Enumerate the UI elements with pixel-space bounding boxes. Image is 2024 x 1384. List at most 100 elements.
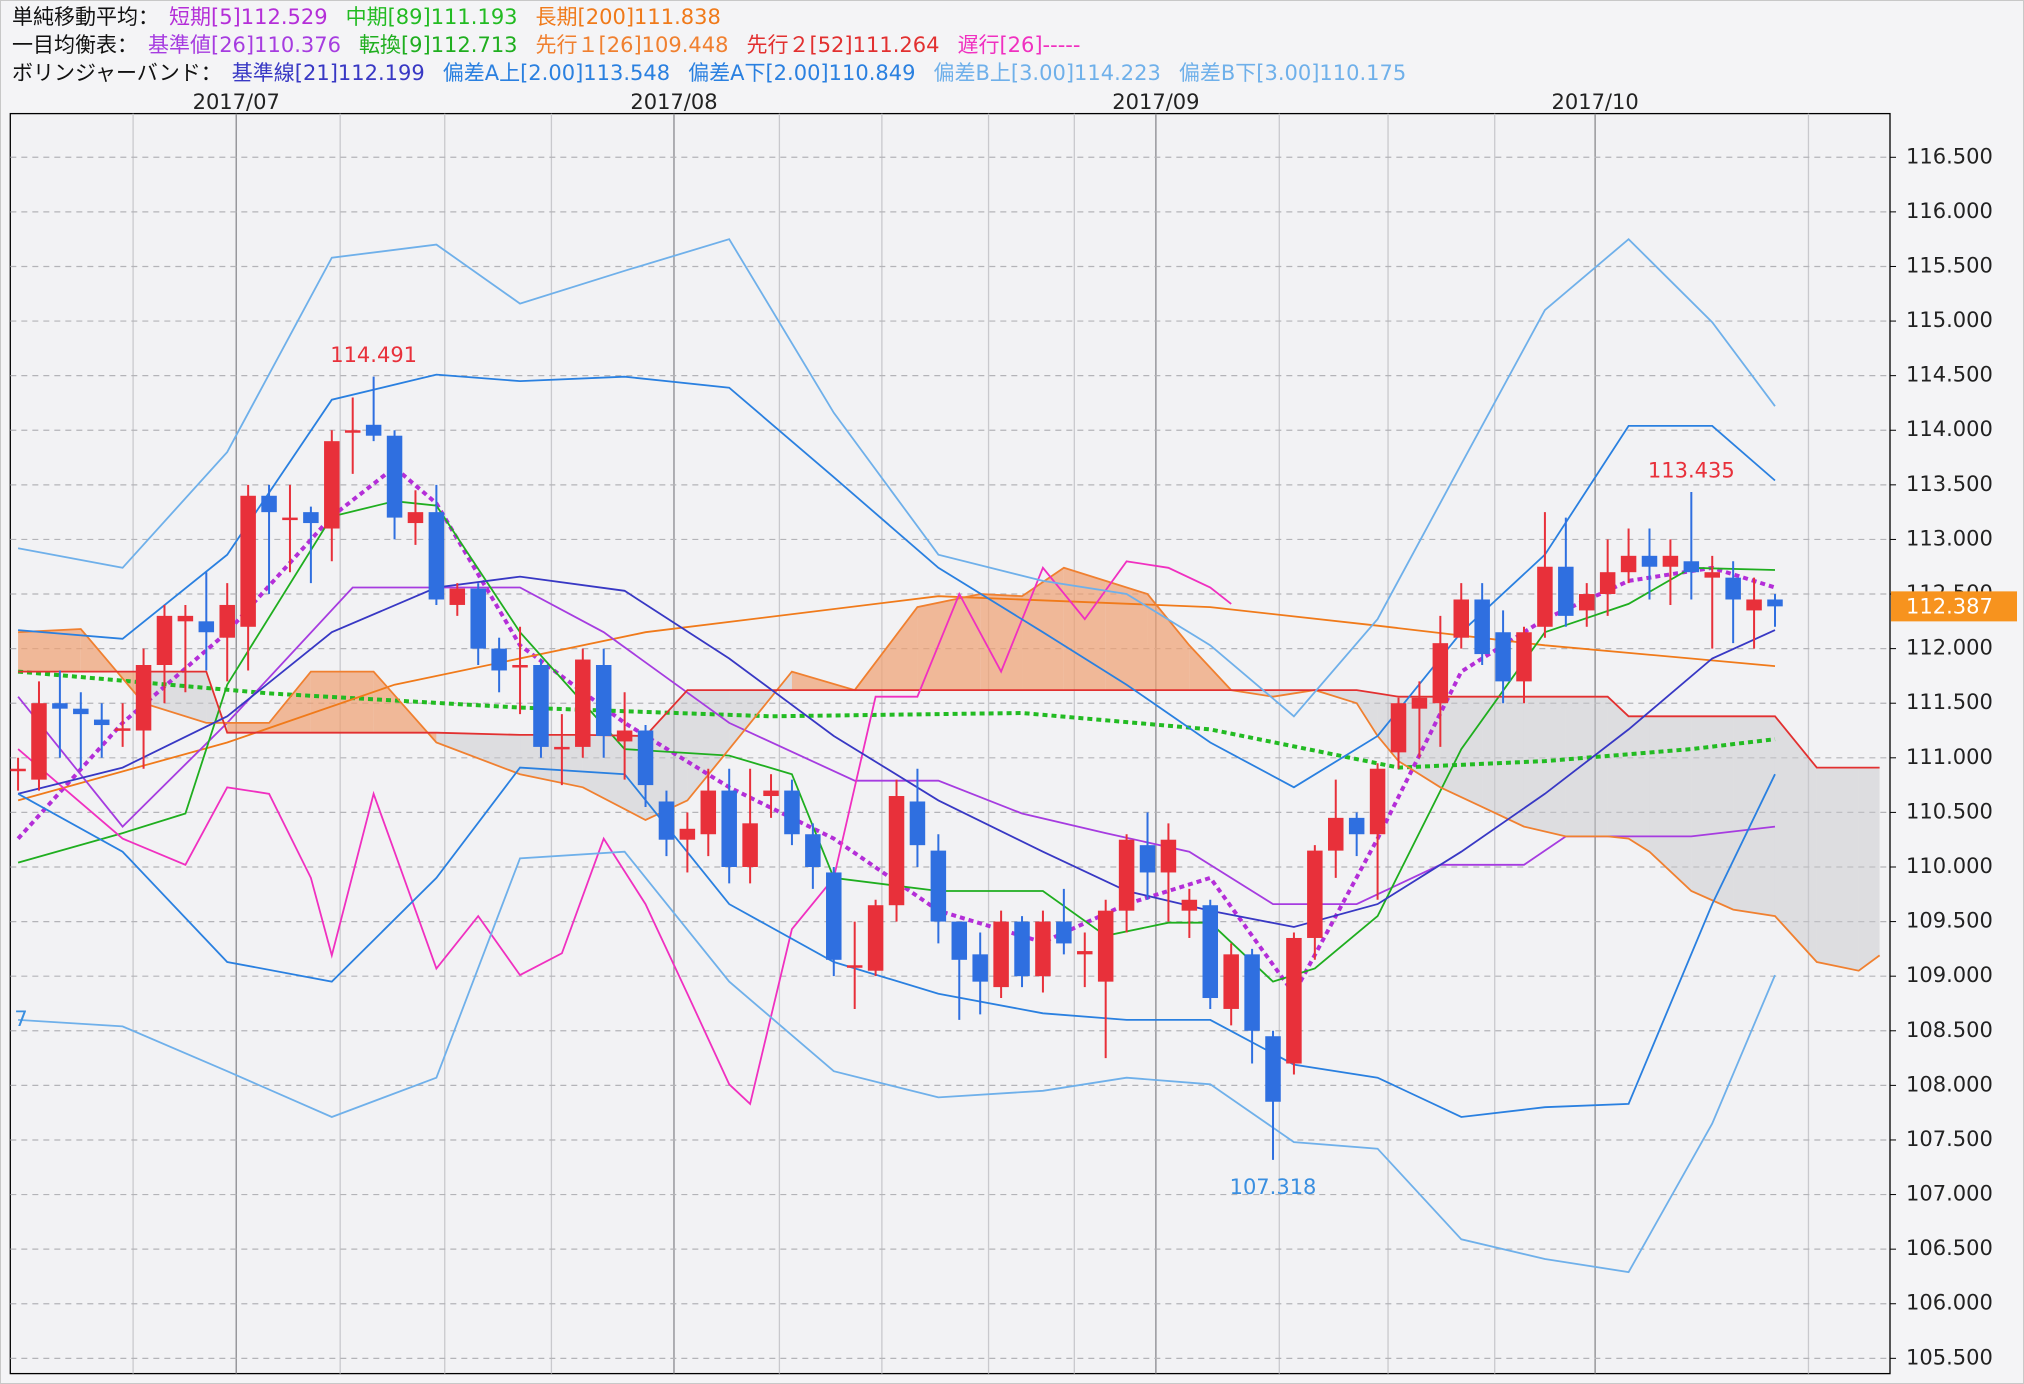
- candle-body: [135, 665, 152, 731]
- y-tick-label: 116.500: [1906, 144, 1993, 168]
- y-tick-label: 114.500: [1906, 363, 1993, 387]
- candle-body: [324, 441, 340, 529]
- cloud-segment: [1628, 716, 1650, 852]
- candle-body: [826, 872, 842, 960]
- legend-title: 単純移動平均：: [12, 5, 159, 29]
- candle-body: [1307, 850, 1323, 938]
- candle-body: [700, 790, 717, 835]
- candle-body: [31, 703, 47, 780]
- price-annotation: 114.491: [330, 343, 417, 367]
- plot-layer: [10, 113, 1890, 1374]
- cloud-segment: [645, 690, 688, 821]
- y-tick-label: 112.000: [1906, 636, 1993, 660]
- legend-entry: 長期[200]111.838: [536, 5, 721, 29]
- y-tick-label: 108.000: [1906, 1072, 1993, 1096]
- candle-body: [512, 665, 528, 668]
- candle-body: [114, 728, 131, 731]
- indicator-line: [17, 237, 1776, 718]
- legend-entry: 偏差A上[2.00]113.548: [443, 61, 670, 85]
- candle-body: [1558, 566, 1574, 616]
- candle-body: [1411, 697, 1428, 709]
- candle-body: [1160, 839, 1177, 873]
- candle-body: [10, 768, 26, 772]
- candle-body: [1537, 566, 1553, 627]
- y-tick-label: 113.000: [1906, 526, 1993, 550]
- candle-body: [721, 790, 737, 867]
- x-tick-label: 2017/10: [1551, 90, 1638, 114]
- candle-body: [1453, 599, 1470, 638]
- legend-entry: 遅行[26]-----: [957, 33, 1080, 57]
- last-price-box: [1891, 591, 2017, 622]
- cloud-segment: [1565, 696, 1608, 837]
- candle-body: [1578, 594, 1595, 611]
- indicator-line: [17, 575, 1776, 928]
- legend-entry: 中期[89]111.193: [346, 5, 518, 29]
- candle-body: [93, 719, 110, 726]
- indicator-line: [17, 766, 1776, 1118]
- candle-body: [554, 746, 570, 750]
- cloud-segment: [1523, 696, 1566, 837]
- candle-body: [1390, 703, 1407, 753]
- cloud-segment: [1440, 696, 1483, 807]
- legend-entry: 偏差B下[3.00]110.175: [1179, 61, 1406, 85]
- cloud-segment: [917, 594, 981, 691]
- candle-body: [1244, 954, 1260, 1031]
- candle-body: [52, 703, 68, 709]
- y-tick-label: 110.000: [1906, 854, 1993, 878]
- candle-body: [805, 834, 821, 867]
- legend-entry: 先行１[26]109.448: [536, 33, 729, 57]
- y-tick-label: 115.500: [1906, 253, 1993, 277]
- candle-body: [575, 659, 591, 747]
- candle-body: [1725, 577, 1741, 600]
- candle-body: [177, 615, 194, 622]
- cloud-segment: [1774, 716, 1817, 962]
- indicator-line: [18, 566, 1881, 972]
- candle-body: [637, 730, 654, 786]
- cloud-segment: [1607, 696, 1629, 839]
- candle-body: [1432, 643, 1449, 704]
- candle-body: [198, 621, 215, 633]
- candle-body: [846, 965, 863, 968]
- candle-body: [1746, 599, 1762, 611]
- candle-body: [1495, 632, 1511, 682]
- candle-body: [867, 905, 884, 971]
- y-tick-label: 114.000: [1906, 417, 1993, 441]
- y-tick-label: 110.500: [1906, 799, 1993, 823]
- x-tick-label: 2017/09: [1112, 90, 1199, 114]
- candle-body: [73, 708, 89, 715]
- candle-body: [344, 430, 361, 433]
- x-tick-label: 2017/08: [630, 90, 717, 114]
- y-tick-label: 106.000: [1906, 1291, 1993, 1315]
- cloud-segment: [1858, 767, 1880, 971]
- candle-body: [1223, 954, 1239, 1009]
- candle-body: [1704, 572, 1720, 578]
- candle-body: [533, 665, 549, 747]
- y-tick-label: 107.500: [1906, 1127, 1993, 1151]
- partial-label: 7: [14, 1007, 27, 1031]
- cloud-segment: [1482, 696, 1524, 827]
- candle-body: [993, 921, 1009, 988]
- cloud-segment: [1147, 594, 1190, 691]
- y-tick-label: 109.000: [1906, 963, 1993, 987]
- legend-entry: 基準線[21]112.199: [232, 61, 425, 85]
- cloud-segment: [582, 734, 646, 821]
- cloud-segment: [1356, 690, 1378, 736]
- candle-body: [763, 790, 779, 797]
- candle-body: [888, 796, 905, 906]
- indicator-line: [17, 586, 1776, 905]
- label-layer: 2017/07 2017/08 2017/09 2017/10 116.500 116.0…: [12, 5, 2017, 1369]
- candle-body: [595, 665, 612, 736]
- cloud-segment: [227, 722, 270, 733]
- y-tick-label: 107.000: [1906, 1182, 1993, 1206]
- candle-body: [972, 954, 988, 982]
- legend-entry: 基準値[26]110.376: [148, 33, 341, 57]
- candle-body: [491, 648, 507, 671]
- legend-entry: 短期[5]112.529: [169, 5, 328, 29]
- cloud-segment: [18, 628, 81, 672]
- candle-body: [1202, 905, 1219, 999]
- indicator-line: [18, 373, 1776, 789]
- candle-body: [219, 604, 235, 638]
- cloud-segment: [1022, 567, 1064, 691]
- cloud-segment: [436, 732, 521, 775]
